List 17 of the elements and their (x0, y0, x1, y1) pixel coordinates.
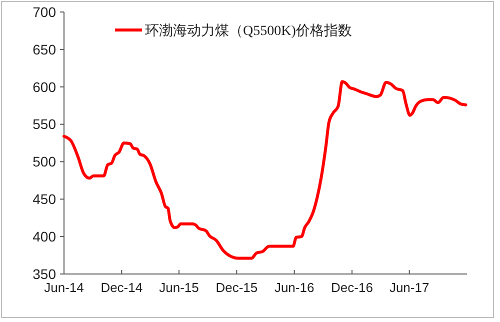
y-tick-label: 550 (32, 116, 56, 132)
line-series (62, 80, 468, 260)
x-tick-label: Jun-16 (274, 280, 314, 295)
y-tick-label: 400 (32, 228, 56, 244)
y-tick-label: 450 (32, 191, 56, 208)
y-tick-label: 700 (32, 4, 56, 20)
legend-label: 环渤海动力煤（Q5500K)价格指数 (145, 22, 352, 39)
y-tick-label: 600 (32, 78, 56, 95)
x-tick-label: Jun-15 (159, 280, 199, 295)
x-tick-label: Jun-17 (389, 280, 430, 295)
x-tick-label: Dec-16 (331, 280, 373, 295)
x-tick-label: Dec-15 (216, 280, 258, 295)
y-tick-label: 500 (32, 154, 56, 170)
y-tick-label: 650 (32, 41, 56, 58)
x-tick-label: Dec-14 (100, 280, 143, 295)
x-tick-label: Jun-14 (44, 280, 84, 295)
y-tick-label: 350 (32, 266, 56, 282)
